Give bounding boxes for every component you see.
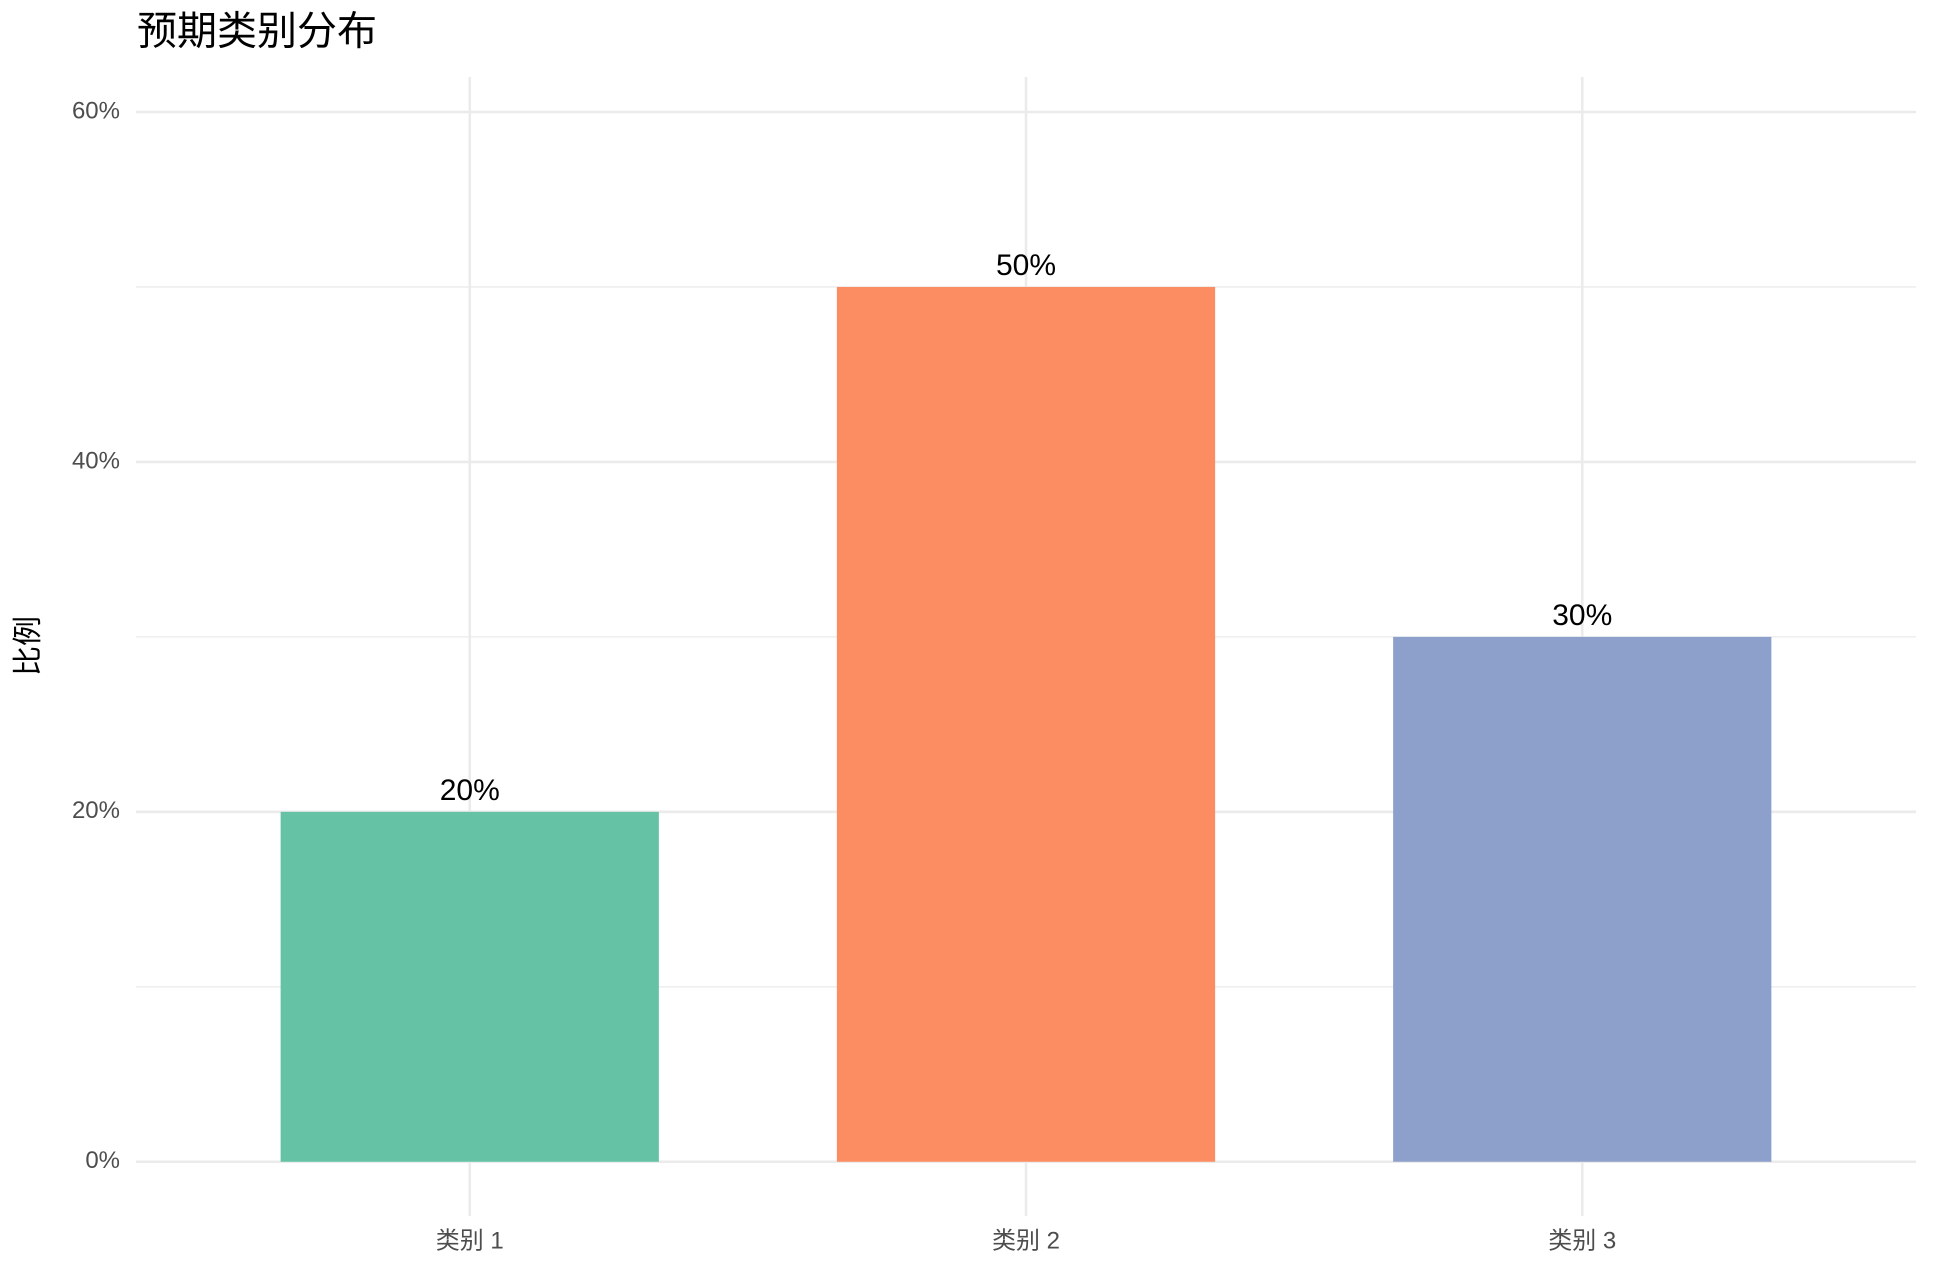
- y-tick-label: 60%: [72, 97, 120, 124]
- y-tick-label: 0%: [85, 1147, 120, 1174]
- value-label: 20%: [440, 774, 500, 807]
- bar: [280, 811, 659, 1162]
- x-tick-label: 类别 3: [1548, 1227, 1616, 1254]
- bar: [836, 286, 1216, 1162]
- value-label: 30%: [1552, 599, 1612, 632]
- y-axis-label: 比例: [12, 616, 45, 676]
- x-tick-label: 类别 2: [992, 1227, 1060, 1254]
- x-tick-label: 类别 1: [436, 1227, 504, 1254]
- chart-title: 预期类别分布: [137, 10, 377, 54]
- y-tick-label: 40%: [72, 447, 120, 474]
- y-tick-label: 20%: [72, 797, 120, 824]
- bar: [1393, 636, 1772, 1162]
- value-label: 50%: [996, 249, 1056, 282]
